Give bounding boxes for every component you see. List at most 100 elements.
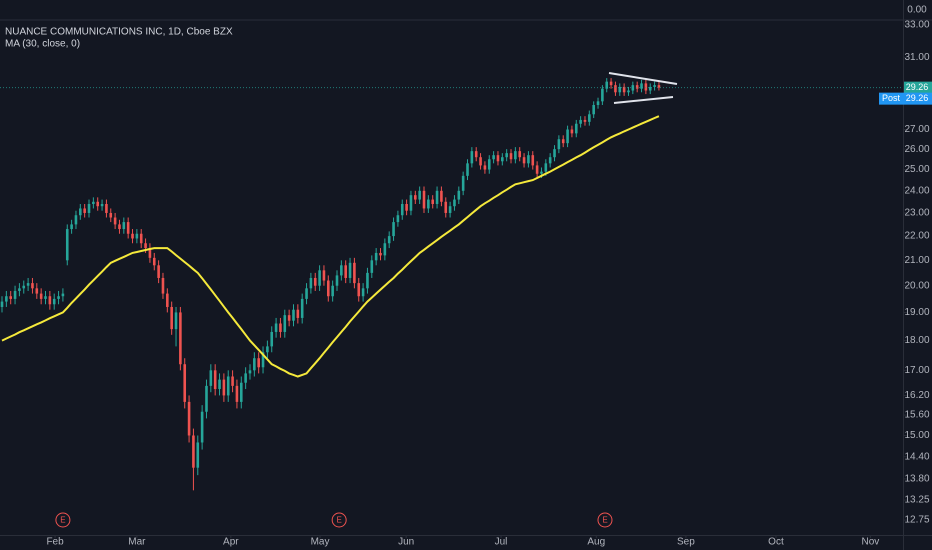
candle-body	[570, 129, 574, 134]
candle-body	[283, 315, 287, 332]
candle-body	[422, 190, 426, 209]
y-tick-label: 33.00	[904, 20, 929, 31]
candle-body	[61, 293, 65, 297]
candle-body	[374, 252, 378, 261]
candle-body	[527, 155, 530, 164]
candle-body	[435, 190, 439, 204]
candle-body	[409, 195, 413, 211]
y-tick-label: 22.00	[904, 231, 929, 242]
candle-body	[622, 86, 626, 93]
y-tick-label: 15.60	[904, 410, 929, 421]
candle-body	[5, 296, 8, 302]
indicator-label: MA (30, close, 0)	[5, 39, 80, 50]
candle-body	[196, 442, 200, 468]
candle-body	[514, 151, 517, 160]
y-tick-label: 16.20	[904, 390, 929, 401]
candle-body	[187, 401, 191, 436]
candle-body	[74, 215, 78, 225]
candle-body	[161, 277, 165, 294]
candle-body	[261, 352, 265, 368]
x-tick-label: Apr	[223, 537, 239, 548]
candle-body	[370, 260, 374, 273]
candle-body	[553, 149, 556, 158]
event-label: E	[60, 516, 65, 525]
candle-body	[579, 119, 582, 124]
candle-body	[596, 101, 600, 106]
candle-body	[39, 293, 43, 299]
candle-body	[387, 236, 391, 244]
candle-body	[135, 233, 139, 239]
candle-body	[466, 163, 469, 176]
candle-body	[144, 243, 147, 249]
candle-body	[65, 229, 69, 261]
candle-body	[448, 206, 452, 213]
candle-body	[239, 382, 243, 402]
candle-body	[209, 370, 213, 386]
candle-body	[313, 277, 317, 286]
candle-body	[44, 296, 47, 299]
candle-body	[200, 411, 204, 443]
candle-body	[131, 233, 134, 239]
candle-body	[270, 331, 274, 347]
candle-body	[183, 364, 187, 402]
candle-body	[253, 358, 256, 371]
candle-body	[544, 163, 548, 172]
candle-body	[248, 370, 252, 374]
last-price-label: 29.26	[906, 82, 929, 92]
candle-body	[631, 85, 635, 91]
x-tick-label: Mar	[128, 537, 146, 548]
y-tick-label: 31.00	[904, 52, 929, 63]
x-tick-label: Nov	[861, 537, 879, 548]
candle-body	[440, 190, 443, 202]
candle-body	[305, 288, 308, 299]
candle-body	[487, 159, 491, 170]
y-tick-label: 14.40	[904, 451, 929, 462]
candle-body	[357, 283, 361, 297]
candle-body	[518, 151, 522, 158]
candle-body	[213, 370, 217, 390]
y-tick-label: 25.00	[904, 164, 929, 175]
candle-body	[383, 243, 387, 256]
x-tick-label: Jul	[495, 537, 508, 548]
candle-body	[96, 201, 100, 207]
candle-body	[287, 315, 291, 321]
y-tick-label: 17.00	[904, 365, 929, 376]
candle-body	[226, 376, 230, 396]
top-pane-label: 0.00	[907, 5, 927, 16]
candle-body	[609, 81, 613, 86]
candle-body	[257, 358, 260, 368]
candle-body	[92, 201, 95, 204]
candle-body	[640, 83, 643, 89]
candle-body	[322, 270, 326, 281]
candle-body	[340, 265, 343, 276]
y-tick-label: 13.80	[904, 474, 929, 485]
candle-body	[152, 257, 156, 266]
candle-body	[522, 157, 526, 164]
y-tick-label: 20.00	[904, 280, 929, 291]
candle-body	[557, 139, 561, 150]
candle-body	[535, 165, 539, 174]
candle-body	[100, 203, 104, 207]
candle-body	[148, 248, 152, 258]
candle-body	[353, 262, 356, 284]
candle-body	[335, 275, 339, 286]
y-tick-label: 26.00	[904, 144, 929, 155]
candle-body	[222, 379, 226, 396]
candle-body	[344, 265, 347, 278]
candle-body	[453, 199, 456, 207]
chart-title: NUANCE COMMUNICATIONS INC, 1D, Cboe BZX	[5, 27, 233, 38]
candle-body	[648, 86, 652, 91]
candle-body	[501, 157, 504, 162]
y-tick-label: 27.00	[904, 124, 929, 135]
candle-body	[531, 155, 535, 166]
candle-body	[35, 288, 39, 294]
pattern-line	[613, 96, 674, 104]
candle-body	[83, 208, 86, 213]
candle-body	[366, 272, 369, 289]
event-marker	[597, 512, 613, 528]
candle-body	[26, 283, 30, 286]
candle-body	[461, 175, 465, 191]
